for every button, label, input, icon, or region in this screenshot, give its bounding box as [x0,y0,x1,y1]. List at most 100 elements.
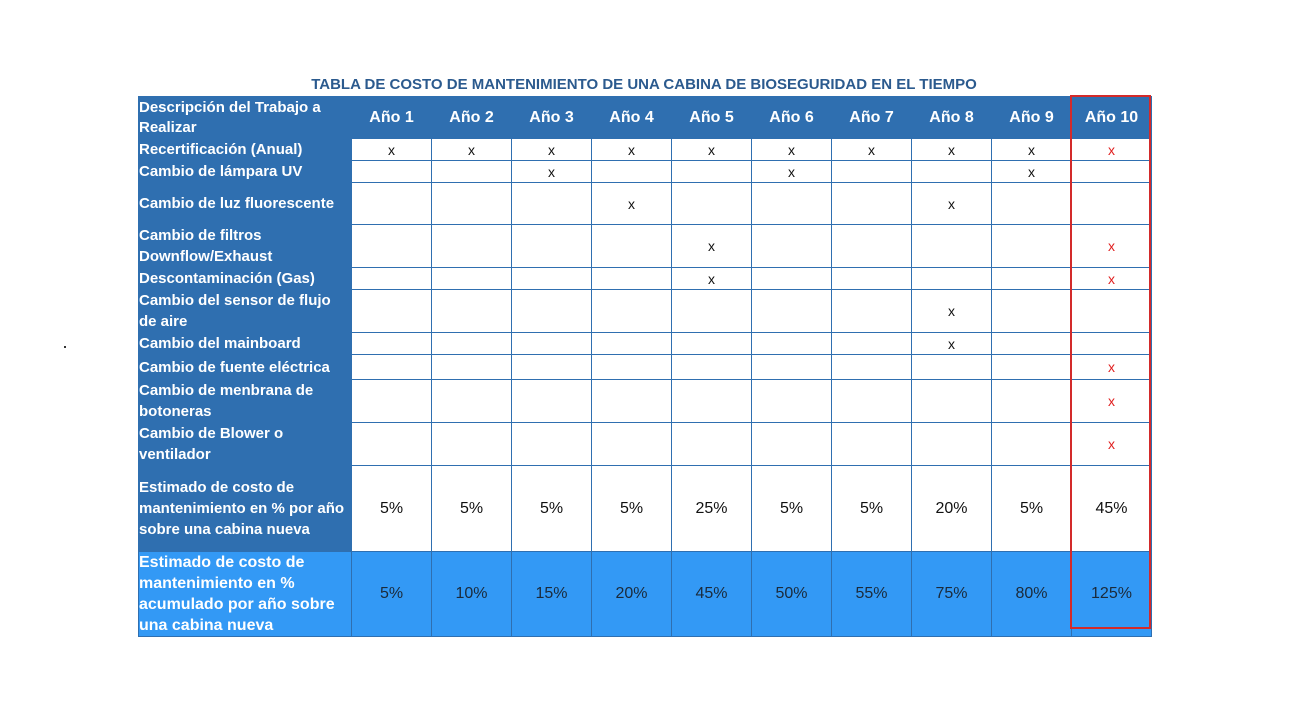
task-label: Cambio del mainboard [138,332,352,355]
task-mark: x [431,138,512,161]
task-mark: x [1071,138,1152,161]
task-mark: x [351,138,432,161]
task-label: Cambio de Blower o ventilador [138,422,352,466]
empty-cell [991,267,1072,290]
task-row: Recertificación (Anual) x x x x x x x x x x [138,138,1152,161]
year-header: Año 10 [1071,96,1152,139]
annual-estimate-value: 25% [671,465,752,552]
task-mark: x [911,332,992,355]
empty-cell [671,332,752,355]
empty-cell [591,224,672,268]
task-label: Cambio de fuente eléctrica [138,354,352,380]
annual-estimate-value: 45% [1071,465,1152,552]
year-header: Año 6 [751,96,832,139]
empty-cell [511,379,592,423]
cumulative-estimate-value: 20% [591,551,672,637]
header-row: Descripción del Trabajo a Realizar Año 1… [138,96,1152,139]
task-row: Cambio del sensor de flujo de aire x [138,289,1152,333]
empty-cell [431,379,512,423]
year-header: Año 3 [511,96,592,139]
empty-cell [831,354,912,380]
empty-cell [831,160,912,183]
empty-cell [991,224,1072,268]
empty-cell [991,289,1072,333]
empty-cell [671,289,752,333]
empty-cell [911,354,992,380]
empty-cell [751,224,832,268]
annual-estimate-value: 5% [351,465,432,552]
cumulative-estimate-value: 75% [911,551,992,637]
task-mark: x [1071,379,1152,423]
empty-cell [351,422,432,466]
task-row: Cambio de Blower o ventilador x [138,422,1152,466]
task-mark: x [911,289,992,333]
empty-cell [431,160,512,183]
empty-cell [431,289,512,333]
empty-cell [511,289,592,333]
description-header: Descripción del Trabajo a Realizar [138,96,352,139]
empty-cell [591,267,672,290]
cumulative-estimate-value: 15% [511,551,592,637]
empty-cell [751,354,832,380]
task-label: Descontaminación (Gas) [138,267,352,290]
task-mark: x [1071,267,1152,290]
task-row: Cambio de filtros Downflow/Exhaust x x [138,224,1152,268]
empty-cell [511,182,592,225]
stray-dot [64,346,66,348]
empty-cell [991,354,1072,380]
empty-cell [351,267,432,290]
empty-cell [831,182,912,225]
empty-cell [1071,182,1152,225]
empty-cell [351,379,432,423]
empty-cell [751,332,832,355]
annual-estimate-value: 5% [591,465,672,552]
task-mark: x [1071,354,1152,380]
empty-cell [751,422,832,466]
task-mark: x [1071,422,1152,466]
empty-cell [351,224,432,268]
empty-cell [831,289,912,333]
cumulative-estimate-label: Estimado de costo de mantenimiento en % … [138,551,352,637]
empty-cell [431,267,512,290]
empty-cell [991,379,1072,423]
empty-cell [911,422,992,466]
empty-cell [511,354,592,380]
empty-cell [911,267,992,290]
empty-cell [351,354,432,380]
empty-cell [671,379,752,423]
task-mark: x [671,267,752,290]
empty-cell [511,332,592,355]
task-row: Descontaminación (Gas) x x [138,267,1152,290]
task-label: Recertificación (Anual) [138,138,352,161]
year-header: Año 2 [431,96,512,139]
task-mark: x [991,160,1072,183]
cumulative-estimate-row: Estimado de costo de mantenimiento en % … [138,551,1152,637]
empty-cell [431,224,512,268]
task-mark: x [591,182,672,225]
empty-cell [991,422,1072,466]
task-mark: x [911,138,992,161]
task-row: Cambio de fuente eléctrica x [138,354,1152,380]
empty-cell [671,354,752,380]
cumulative-estimate-value: 50% [751,551,832,637]
task-mark: x [991,138,1072,161]
maintenance-cost-table: Descripción del Trabajo a Realizar Año 1… [138,96,1152,637]
empty-cell [591,160,672,183]
empty-cell [751,267,832,290]
task-row: Cambio de luz fluorescente x x [138,182,1152,225]
task-label: Cambio de filtros Downflow/Exhaust [138,224,352,268]
empty-cell [751,379,832,423]
cumulative-estimate-value: 80% [991,551,1072,637]
cumulative-estimate-value: 5% [351,551,432,637]
task-row: Cambio de menbrana de botoneras x [138,379,1152,423]
empty-cell [831,422,912,466]
task-label: Cambio del sensor de flujo de aire [138,289,352,333]
task-mark: x [591,138,672,161]
empty-cell [751,182,832,225]
annual-estimate-value: 5% [751,465,832,552]
empty-cell [511,422,592,466]
empty-cell [1071,289,1152,333]
task-mark: x [831,138,912,161]
task-mark: x [511,138,592,161]
annual-estimate-value: 5% [991,465,1072,552]
